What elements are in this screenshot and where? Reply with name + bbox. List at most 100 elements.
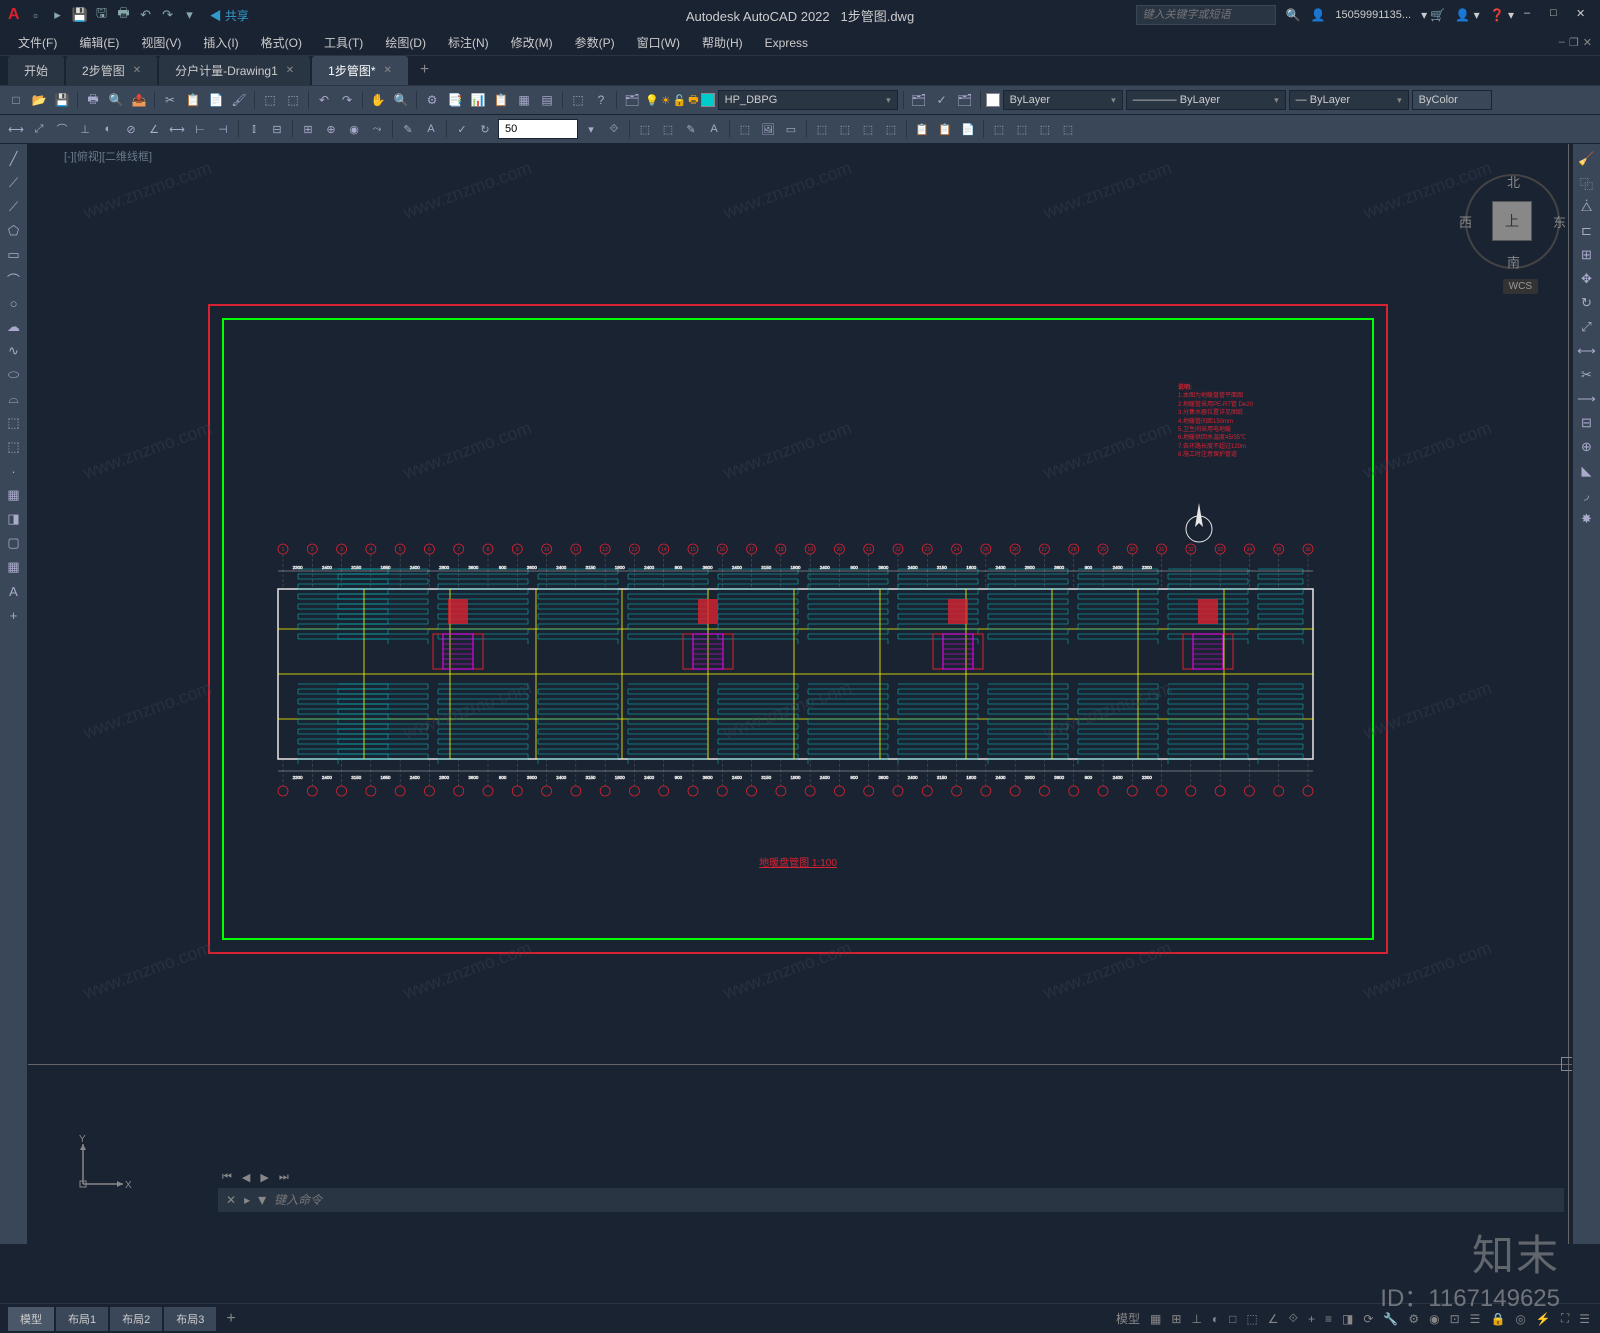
preview-icon[interactable]: 🔍 bbox=[106, 90, 126, 110]
dim-arc-icon[interactable]: ⌒ bbox=[52, 119, 72, 139]
trim-icon[interactable]: ✂ bbox=[1575, 364, 1599, 386]
tool-icon[interactable]: ⬚ bbox=[1012, 119, 1032, 139]
apps-icon[interactable]: 👤 ▾ bbox=[1455, 8, 1479, 22]
share-link[interactable]: ◀ 共享 bbox=[210, 7, 249, 24]
menu-modify[interactable]: 修改(M) bbox=[501, 31, 563, 54]
status-ortho-icon[interactable]: ⊥ bbox=[1189, 1310, 1203, 1328]
publish-icon[interactable]: 📤 bbox=[129, 90, 149, 110]
tab-doc-2[interactable]: 分户计量-Drawing1✕ bbox=[159, 56, 310, 85]
tool-icon[interactable]: ⬚ bbox=[881, 119, 901, 139]
tab-start[interactable]: 开始 bbox=[8, 56, 64, 85]
status-otrack-icon[interactable]: ∠ bbox=[1266, 1310, 1281, 1328]
tool-icon[interactable]: 📋 bbox=[912, 119, 932, 139]
tool-icon[interactable]: 📑 bbox=[445, 90, 465, 110]
search-input[interactable] bbox=[1136, 5, 1276, 25]
color-dropdown[interactable]: ByLayer▾ bbox=[1003, 90, 1123, 110]
dim-quick-icon[interactable]: ⟷ bbox=[167, 119, 187, 139]
tab-doc-1[interactable]: 2步管图✕ bbox=[66, 56, 157, 85]
close-button[interactable]: ✕ bbox=[1576, 7, 1592, 23]
tool-icon[interactable]: ⬚ bbox=[1035, 119, 1055, 139]
layer-color-swatch[interactable] bbox=[701, 93, 715, 107]
circle-icon[interactable]: ○ bbox=[2, 292, 26, 314]
maximize-button[interactable]: □ bbox=[1550, 7, 1566, 23]
move-icon[interactable]: ✥ bbox=[1575, 268, 1599, 290]
dim-ordinate-icon[interactable]: ⊥ bbox=[75, 119, 95, 139]
dim-radius-icon[interactable]: ◐ bbox=[98, 119, 118, 139]
line-icon[interactable]: ╱ bbox=[2, 148, 26, 170]
dim-continue-icon[interactable]: ⊣ bbox=[213, 119, 233, 139]
qat-dropdown-icon[interactable]: ▾ bbox=[182, 7, 198, 23]
viewcube-west[interactable]: 西 bbox=[1459, 212, 1472, 231]
hatch-icon[interactable]: ▦ bbox=[2, 484, 26, 506]
tool-icon[interactable]: ⬚ bbox=[568, 90, 588, 110]
status-cycling-icon[interactable]: ⟳ bbox=[1361, 1310, 1375, 1328]
window-min-icon[interactable]: – bbox=[1559, 36, 1565, 49]
table-icon[interactable]: ▦ bbox=[2, 556, 26, 578]
block-icon[interactable]: ⬚ bbox=[2, 436, 26, 458]
arc-icon[interactable]: ⌒ bbox=[2, 268, 26, 290]
menu-parametric[interactable]: 参数(P) bbox=[565, 31, 625, 54]
minimize-button[interactable]: – bbox=[1524, 7, 1540, 23]
menu-insert[interactable]: 插入(I) bbox=[193, 31, 248, 54]
paste-icon[interactable]: 📄 bbox=[206, 90, 226, 110]
point-icon[interactable]: · bbox=[2, 460, 26, 482]
color-swatch[interactable] bbox=[986, 93, 1000, 107]
pan-icon[interactable]: ✋ bbox=[368, 90, 388, 110]
drawing-canvas[interactable]: [-][俯视][二维线框] 上 北 南 东 西 WCS 说明: 1.本图为地暖盘… bbox=[28, 144, 1600, 1244]
status-polar-icon[interactable]: ◐ bbox=[1210, 1310, 1221, 1328]
gradient-icon[interactable]: ◨ bbox=[2, 508, 26, 530]
viewcube-north[interactable]: 北 bbox=[1507, 172, 1520, 191]
dimtedit-icon[interactable]: A bbox=[421, 119, 441, 139]
lineweight-dropdown[interactable]: — ByLayer▾ bbox=[1289, 90, 1409, 110]
dim-aligned-icon[interactable]: ⤢ bbox=[29, 119, 49, 139]
command-line[interactable]: ✕ ▸ ▾ bbox=[218, 1188, 1564, 1212]
wcs-label[interactable]: WCS bbox=[1503, 279, 1538, 294]
tool-icon[interactable]: ⚙ bbox=[422, 90, 442, 110]
qat-save-icon[interactable]: 💾 bbox=[72, 7, 88, 23]
offset-icon[interactable]: ⊏ bbox=[1575, 220, 1599, 242]
jog-icon[interactable]: ⤳ bbox=[367, 119, 387, 139]
tool-icon[interactable]: ▦ bbox=[514, 90, 534, 110]
scale-input[interactable] bbox=[498, 119, 578, 139]
chamfer-icon[interactable]: ◣ bbox=[1575, 460, 1599, 482]
menu-window[interactable]: 窗口(W) bbox=[627, 31, 690, 54]
status-lwt-icon[interactable]: ≡ bbox=[1323, 1310, 1334, 1328]
dim-break-icon[interactable]: ⊟ bbox=[267, 119, 287, 139]
fillet-icon[interactable]: ◞ bbox=[1575, 484, 1599, 506]
layer-tool-icon[interactable]: ✓ bbox=[932, 90, 952, 110]
status-custom-icon[interactable]: ☰ bbox=[1577, 1310, 1592, 1328]
user-icon[interactable]: 👤 bbox=[1310, 8, 1325, 22]
mtext-icon[interactable]: A bbox=[2, 580, 26, 602]
menu-file[interactable]: 文件(F) bbox=[8, 31, 67, 54]
tool-icon[interactable]: ⟐ bbox=[604, 119, 624, 139]
ucs-icon[interactable]: X Y bbox=[73, 1134, 133, 1194]
tab-doc-3[interactable]: 1步管图*✕ bbox=[312, 56, 408, 85]
menu-express[interactable]: Express bbox=[755, 33, 818, 53]
layout-tab-3[interactable]: 布局3 bbox=[164, 1307, 216, 1331]
dim-baseline-icon[interactable]: ⊢ bbox=[190, 119, 210, 139]
linetype-dropdown[interactable]: ———— ByLayer▾ bbox=[1126, 90, 1286, 110]
undo-icon[interactable]: ↶ bbox=[314, 90, 334, 110]
explode-icon[interactable]: ✸ bbox=[1575, 508, 1599, 530]
qat-plot-icon[interactable]: 🖶 bbox=[116, 7, 132, 23]
viewcube-south[interactable]: 南 bbox=[1507, 252, 1520, 271]
cut-icon[interactable]: ✂ bbox=[160, 90, 180, 110]
properties-icon[interactable]: 📊 bbox=[468, 90, 488, 110]
status-model-icon[interactable]: 模型 bbox=[1114, 1308, 1142, 1329]
polygon-icon[interactable]: ⬠ bbox=[2, 220, 26, 242]
attr-icon[interactable]: A bbox=[704, 119, 724, 139]
break-icon[interactable]: ⊟ bbox=[1575, 412, 1599, 434]
layer-dropdown[interactable]: HP_DBPG▾ bbox=[718, 90, 898, 110]
layout-next-icon[interactable]: ▶ bbox=[256, 1169, 272, 1186]
layer-tool-icon[interactable]: 🗂 bbox=[955, 90, 975, 110]
menu-draw[interactable]: 绘图(D) bbox=[375, 31, 436, 54]
spline-icon[interactable]: ∿ bbox=[2, 340, 26, 362]
user-label[interactable]: 15059991135... bbox=[1335, 9, 1411, 21]
viewcube-east[interactable]: 东 bbox=[1553, 212, 1566, 231]
tool-icon[interactable]: 📄 bbox=[958, 119, 978, 139]
rotate-icon[interactable]: ↻ bbox=[1575, 292, 1599, 314]
menu-tools[interactable]: 工具(T) bbox=[314, 31, 373, 54]
tool-icon[interactable]: ⬚ bbox=[858, 119, 878, 139]
new-icon[interactable]: □ bbox=[6, 90, 26, 110]
extend-icon[interactable]: ⟶ bbox=[1575, 388, 1599, 410]
